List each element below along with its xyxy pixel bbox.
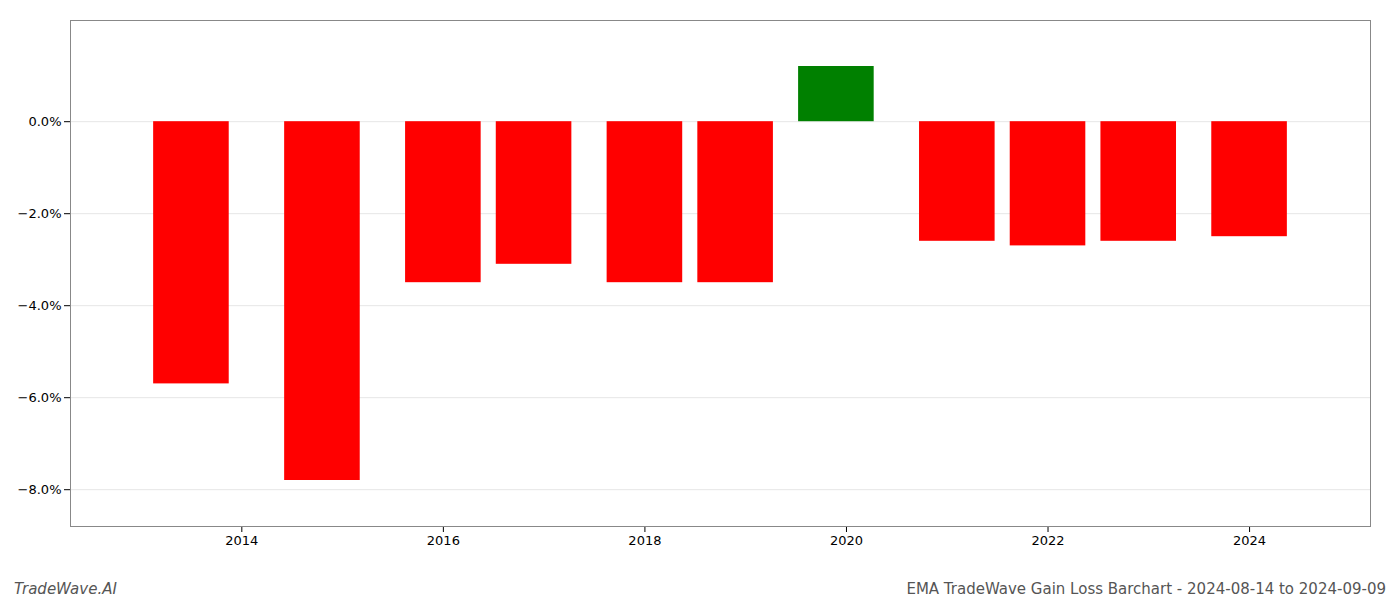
svg-text:−8.0%: −8.0% xyxy=(18,482,62,497)
svg-text:2022: 2022 xyxy=(1031,533,1064,548)
svg-text:−6.0%: −6.0% xyxy=(18,390,62,405)
svg-text:2016: 2016 xyxy=(427,533,460,548)
svg-text:2018: 2018 xyxy=(628,533,661,548)
svg-text:2014: 2014 xyxy=(225,533,258,548)
html-text:TradeWave.AI: TradeWave.AI xyxy=(14,580,117,598)
svg-text:2024: 2024 xyxy=(1233,533,1266,548)
svg-text:−2.0%: −2.0% xyxy=(18,206,62,221)
html-text:EMA TradeWave Gain Loss Barcha: EMA TradeWave Gain Loss Barchart - 2024-… xyxy=(906,580,1386,598)
svg-text:−4.0%: −4.0% xyxy=(18,298,62,313)
svg-text:2020: 2020 xyxy=(830,533,863,548)
svg-text:0.0%: 0.0% xyxy=(28,114,61,129)
